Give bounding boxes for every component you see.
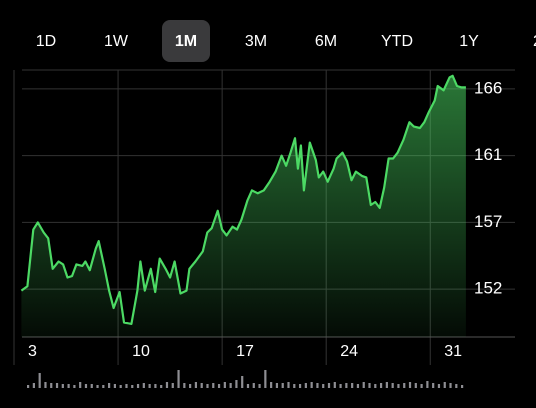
volume-bar bbox=[414, 383, 417, 388]
volume-bar bbox=[194, 382, 198, 388]
x-tick-label: 24 bbox=[340, 343, 358, 360]
volume-bar bbox=[136, 384, 140, 388]
volume-bar bbox=[108, 383, 111, 388]
volume-bar bbox=[327, 383, 331, 388]
volume-bar bbox=[281, 383, 284, 388]
volume-bar bbox=[397, 384, 400, 388]
range-tab[interactable]: YTD bbox=[381, 33, 413, 50]
volume-bar bbox=[79, 382, 82, 388]
volume-bar bbox=[125, 384, 128, 388]
volume-bar bbox=[449, 383, 452, 388]
volume-bar bbox=[310, 382, 313, 388]
volume-bar bbox=[90, 384, 93, 388]
volume-bar bbox=[275, 383, 279, 388]
volume-bar bbox=[148, 384, 151, 388]
x-tick-label: 10 bbox=[132, 343, 150, 360]
x-tick-label: 31 bbox=[444, 343, 462, 360]
volume-bar bbox=[374, 384, 377, 388]
volume-bar bbox=[206, 384, 209, 388]
volume-bar bbox=[50, 383, 53, 388]
volume-bar bbox=[362, 382, 365, 388]
volume-bar bbox=[223, 382, 226, 388]
volume-bar bbox=[252, 383, 255, 388]
y-tick-label: 157 bbox=[474, 212, 502, 231]
volume-bar bbox=[61, 384, 64, 388]
volume-bar bbox=[55, 383, 59, 388]
selected-tab-pill bbox=[162, 20, 210, 62]
volume-bar bbox=[426, 381, 429, 388]
volume-bar bbox=[102, 385, 105, 388]
price-area bbox=[21, 75, 466, 338]
volume-bar bbox=[403, 383, 406, 388]
volume-bar bbox=[241, 376, 244, 388]
volume-bar bbox=[113, 384, 116, 388]
range-tab[interactable]: 1D bbox=[36, 33, 56, 50]
volume-bar bbox=[142, 383, 145, 388]
volume-bar bbox=[171, 383, 174, 388]
volume-bar bbox=[408, 382, 412, 388]
range-tab[interactable]: 1M bbox=[175, 33, 197, 50]
volume-bar bbox=[189, 384, 192, 388]
volume-bar bbox=[461, 385, 464, 388]
volume-bar bbox=[27, 385, 30, 388]
volume-bar bbox=[287, 382, 290, 388]
volume-bar bbox=[322, 384, 325, 388]
range-tab[interactable]: 3M bbox=[245, 33, 267, 50]
volume-bar bbox=[356, 384, 360, 388]
volume-bar bbox=[44, 382, 47, 388]
range-tab[interactable]: 1W bbox=[104, 33, 129, 50]
range-tab[interactable]: 6M bbox=[315, 33, 337, 50]
volume-bar bbox=[217, 384, 221, 388]
volume-bar bbox=[455, 384, 458, 388]
volume-bar bbox=[96, 385, 99, 388]
volume-bar bbox=[119, 385, 122, 388]
volume-bar bbox=[212, 383, 215, 388]
y-tick-label: 152 bbox=[474, 279, 502, 298]
volume-bar bbox=[432, 383, 435, 388]
volume-bar bbox=[73, 385, 76, 388]
volume-bar bbox=[160, 385, 163, 388]
x-tick-label: 17 bbox=[236, 343, 254, 360]
range-tab[interactable]: 1Y bbox=[459, 33, 479, 50]
volume-bar bbox=[339, 384, 342, 388]
volume-bar bbox=[84, 384, 88, 388]
volume-bar bbox=[379, 383, 383, 388]
volume-bar bbox=[67, 384, 70, 388]
volume-bar bbox=[235, 380, 238, 388]
volume-bar bbox=[165, 382, 169, 388]
volume-bar bbox=[200, 383, 203, 388]
volume-bar bbox=[177, 370, 180, 388]
volume-bar bbox=[420, 384, 423, 388]
x-tick-label: 3 bbox=[28, 343, 37, 360]
volume-bar bbox=[154, 384, 157, 388]
range-tab[interactable]: 2 bbox=[533, 33, 536, 50]
volume-bar bbox=[316, 383, 319, 388]
volume-bar bbox=[131, 385, 134, 388]
volume-bar bbox=[293, 384, 296, 388]
volume-bar bbox=[333, 382, 336, 388]
volume-bar bbox=[437, 384, 441, 388]
volume-bar bbox=[391, 383, 394, 388]
y-tick-label: 161 bbox=[474, 145, 502, 164]
volume-bar bbox=[258, 384, 261, 388]
volume-bar bbox=[385, 382, 388, 388]
volume-bar bbox=[270, 382, 273, 388]
volume-bar bbox=[229, 383, 232, 388]
volume-bar bbox=[183, 383, 186, 388]
volume-bar bbox=[368, 383, 371, 388]
volume-bar bbox=[304, 383, 307, 388]
volume-bar bbox=[32, 383, 35, 388]
y-tick-label: 166 bbox=[474, 78, 502, 97]
volume-bar bbox=[264, 370, 267, 388]
price-line bbox=[20, 74, 466, 325]
volume-bar bbox=[38, 373, 41, 388]
volume-bar bbox=[298, 384, 302, 388]
volume-bar bbox=[345, 383, 348, 388]
volume-bar bbox=[246, 384, 250, 388]
volume-bar bbox=[443, 382, 446, 388]
volume-bar bbox=[351, 383, 354, 388]
